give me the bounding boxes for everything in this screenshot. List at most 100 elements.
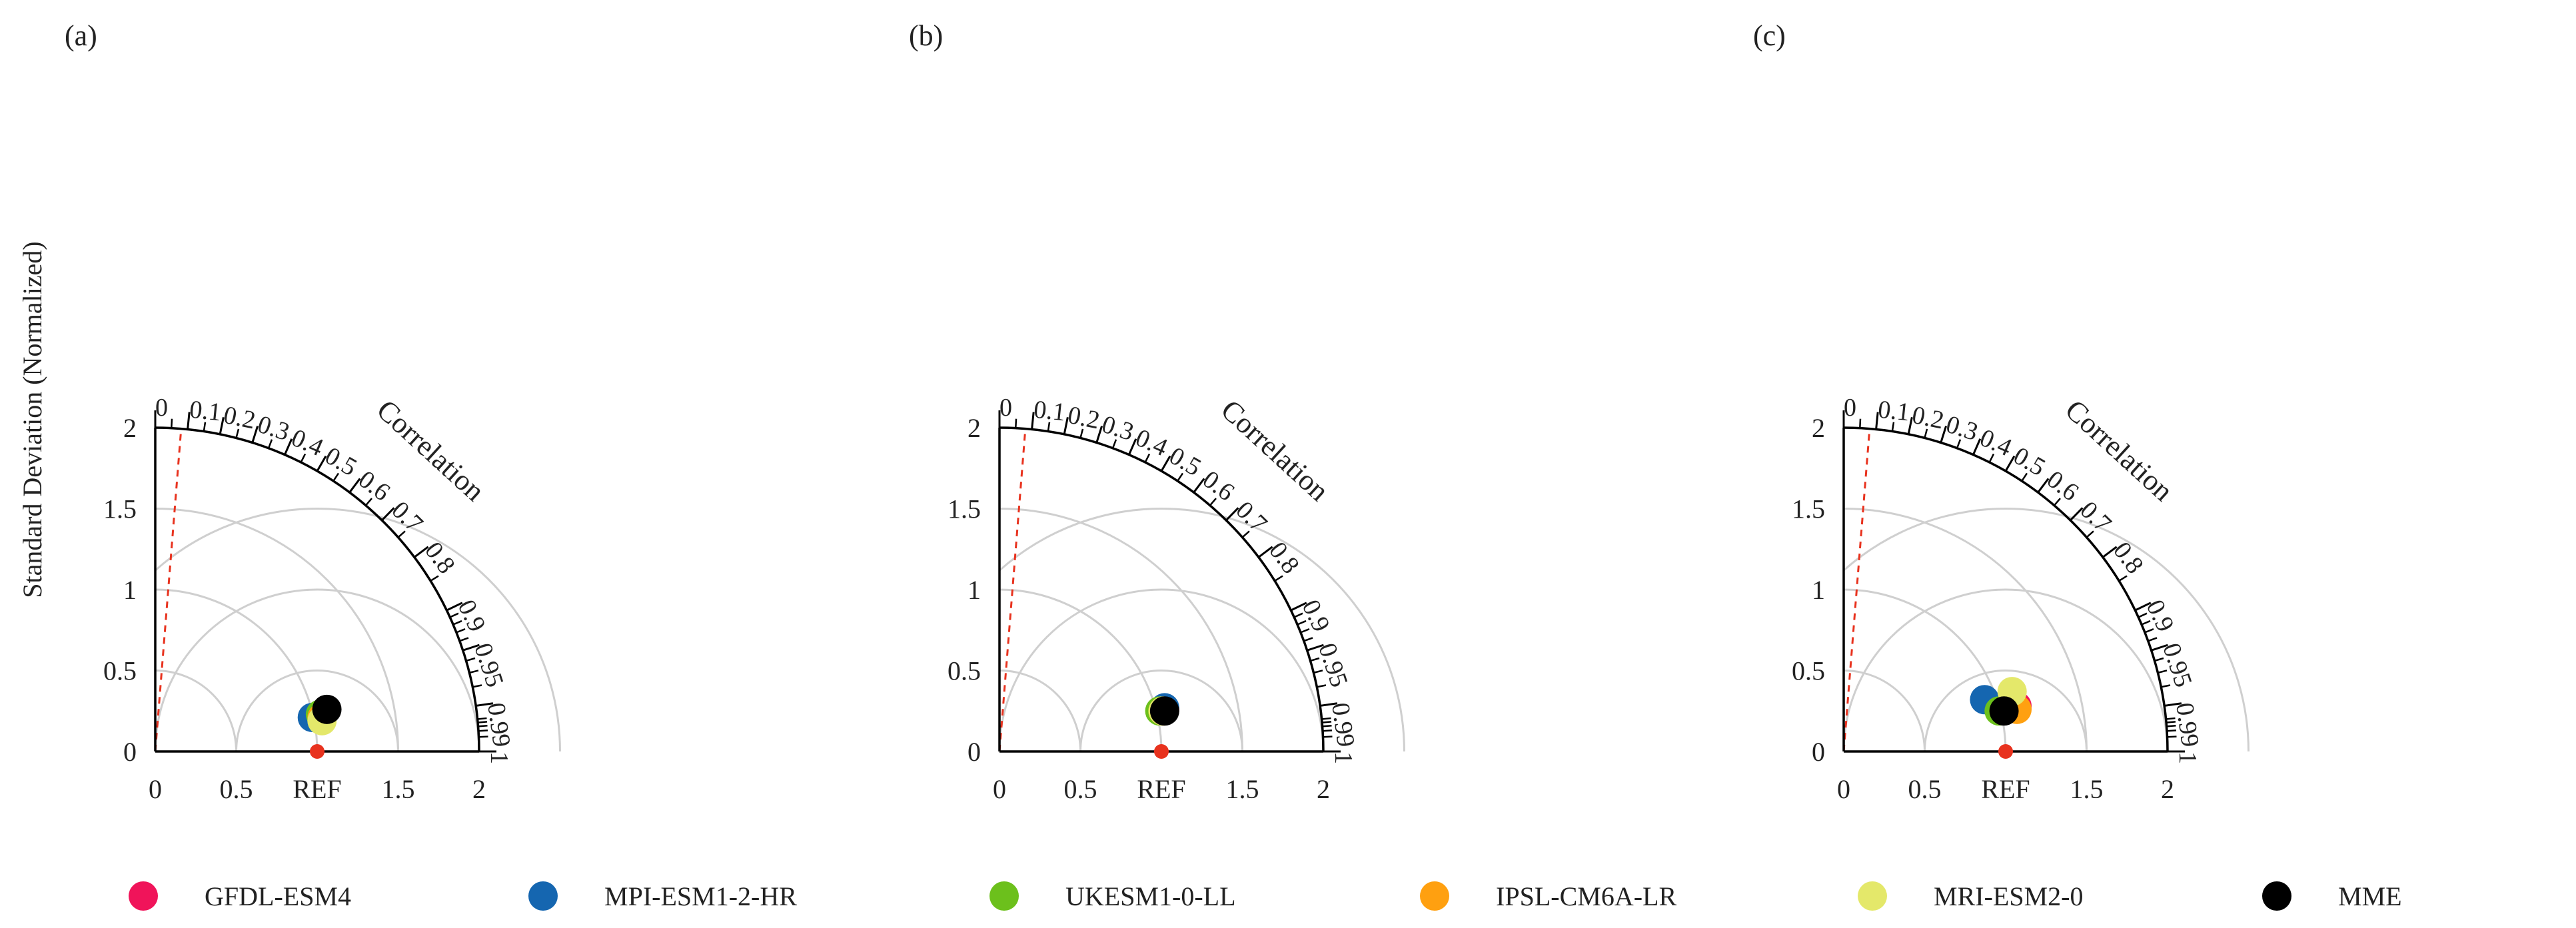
rms-arc-2 (154, 588, 480, 752)
correlation-tick-label: 0.3 (1943, 410, 1982, 446)
correlation-major-tick (1128, 438, 1137, 456)
correlation-tick-label: 0.99 (2170, 701, 2204, 749)
correlation-tick-label: 0.99 (482, 701, 516, 749)
correlation-minor-tick (397, 530, 406, 538)
correlation-tick-label: 0.3 (1099, 410, 1137, 446)
rms-arc-1 (1079, 670, 1243, 752)
correlation-tick-label: 0.3 (255, 410, 293, 446)
y-tick-label: 0 (123, 737, 137, 767)
correlation-major-tick (381, 507, 395, 521)
y-tick-label: 2 (123, 413, 137, 443)
correlation-minor-tick (1015, 418, 1017, 428)
correlation-major-tick (446, 602, 463, 612)
legend-marker (2262, 881, 2291, 911)
correlation-tick-label: 1 (1329, 751, 1357, 764)
correlation-major-tick (187, 412, 191, 430)
y-tick-label: 1.5 (1792, 494, 1825, 524)
correlation-minor-tick (449, 612, 459, 618)
ref-point (1154, 744, 1169, 759)
correlation-minor-tick (478, 729, 488, 732)
correlation-major-tick (2070, 507, 2084, 521)
x-tick-label: 0 (149, 774, 162, 804)
correlation-minor-tick (1177, 472, 1184, 482)
correlation-minor-tick (2053, 498, 2061, 506)
correlation-minor-tick (332, 472, 340, 482)
correlation-major-tick (1307, 644, 1324, 652)
correlation-minor-tick (2118, 575, 2128, 582)
correlation-major-tick (284, 438, 293, 456)
correlation-minor-tick (466, 657, 476, 662)
ref-label: REF (293, 774, 341, 804)
x-tick-label: 1.5 (2070, 774, 2104, 804)
legend-marker (1858, 881, 1887, 911)
correlation-tick-label: 0 (999, 394, 1012, 422)
correlation-minor-tick (1047, 422, 1051, 432)
y-tick-label: 1 (1812, 575, 1825, 605)
correlation-minor-tick (1293, 612, 1303, 618)
rms-arc-2 (1842, 588, 2169, 752)
correlation-minor-tick (2166, 721, 2176, 723)
legend-marker (989, 881, 1019, 911)
correlation-minor-tick (1297, 620, 1307, 626)
correlation-major-tick (1319, 702, 1338, 707)
legend-marker (528, 881, 558, 911)
panel-label: (c) (1753, 19, 1786, 52)
x-tick-label: 2 (2161, 774, 2174, 804)
correlation-major-tick (1063, 417, 1069, 435)
y-tick-label: 2 (967, 413, 981, 443)
correlation-major-tick (413, 546, 429, 558)
y-tick-label: 0.5 (1792, 656, 1825, 686)
std-arc-3 (999, 508, 1243, 752)
point-mme (1149, 696, 1179, 726)
correlation-major-tick (1095, 426, 1103, 443)
rms-arc-3 (155, 508, 561, 752)
legend-label: MME (2338, 881, 2402, 911)
point-mme (1989, 696, 2019, 726)
x-tick-label: 0 (993, 774, 1006, 804)
rms-arc-1 (235, 670, 399, 752)
correlation-major-tick (1290, 602, 1307, 612)
correlation-major-tick (1225, 507, 1239, 521)
correlation-minor-tick (1322, 725, 1332, 727)
correlation-minor-tick (364, 498, 372, 506)
dashed-correlation-line (154, 428, 183, 752)
correlation-major-tick (2102, 546, 2118, 558)
correlation-tick-label: 0.2 (221, 401, 258, 435)
rms-arc-1 (1924, 670, 2088, 752)
correlation-minor-tick (430, 575, 439, 582)
correlation-tick-label: 0.9 (452, 596, 492, 636)
correlation-major-tick (1193, 478, 1205, 494)
correlation-tick-label: 0.95 (1313, 640, 1353, 690)
std-arc-3 (155, 508, 399, 752)
correlation-major-tick (1907, 417, 1913, 435)
x-tick-label: 0.5 (1064, 774, 1097, 804)
y-tick-label: 1.5 (103, 494, 137, 524)
correlation-tick-label: 0.9 (2141, 596, 2180, 636)
correlation-tick-label: 0.4 (1976, 424, 2016, 462)
correlation-minor-tick (1321, 717, 1331, 720)
x-tick-label: 1.5 (382, 774, 415, 804)
correlation-major-tick (475, 702, 494, 707)
correlation-minor-tick (2148, 637, 2158, 642)
correlation-minor-tick (477, 717, 487, 720)
correlation-minor-tick (1313, 670, 1323, 674)
correlation-minor-tick (1111, 439, 1117, 449)
ref-point (310, 744, 324, 759)
legend-label: MPI-ESM1-2-HR (604, 881, 797, 911)
x-tick-label: 2 (472, 774, 486, 804)
correlation-minor-tick (2158, 670, 2168, 674)
correlation-major-tick (348, 478, 361, 494)
correlation-minor-tick (1317, 684, 1327, 688)
correlation-minor-tick (171, 418, 173, 428)
correlation-tick-label: 0.4 (1131, 424, 1171, 462)
panel-label: (b) (909, 19, 943, 52)
correlation-major-tick (2164, 702, 2182, 707)
y-tick-label: 0 (967, 737, 981, 767)
correlation-tick-label: 1 (2174, 751, 2202, 764)
correlation-minor-tick (1303, 637, 1313, 642)
correlation-minor-tick (456, 628, 466, 634)
legend-marker (129, 881, 158, 911)
